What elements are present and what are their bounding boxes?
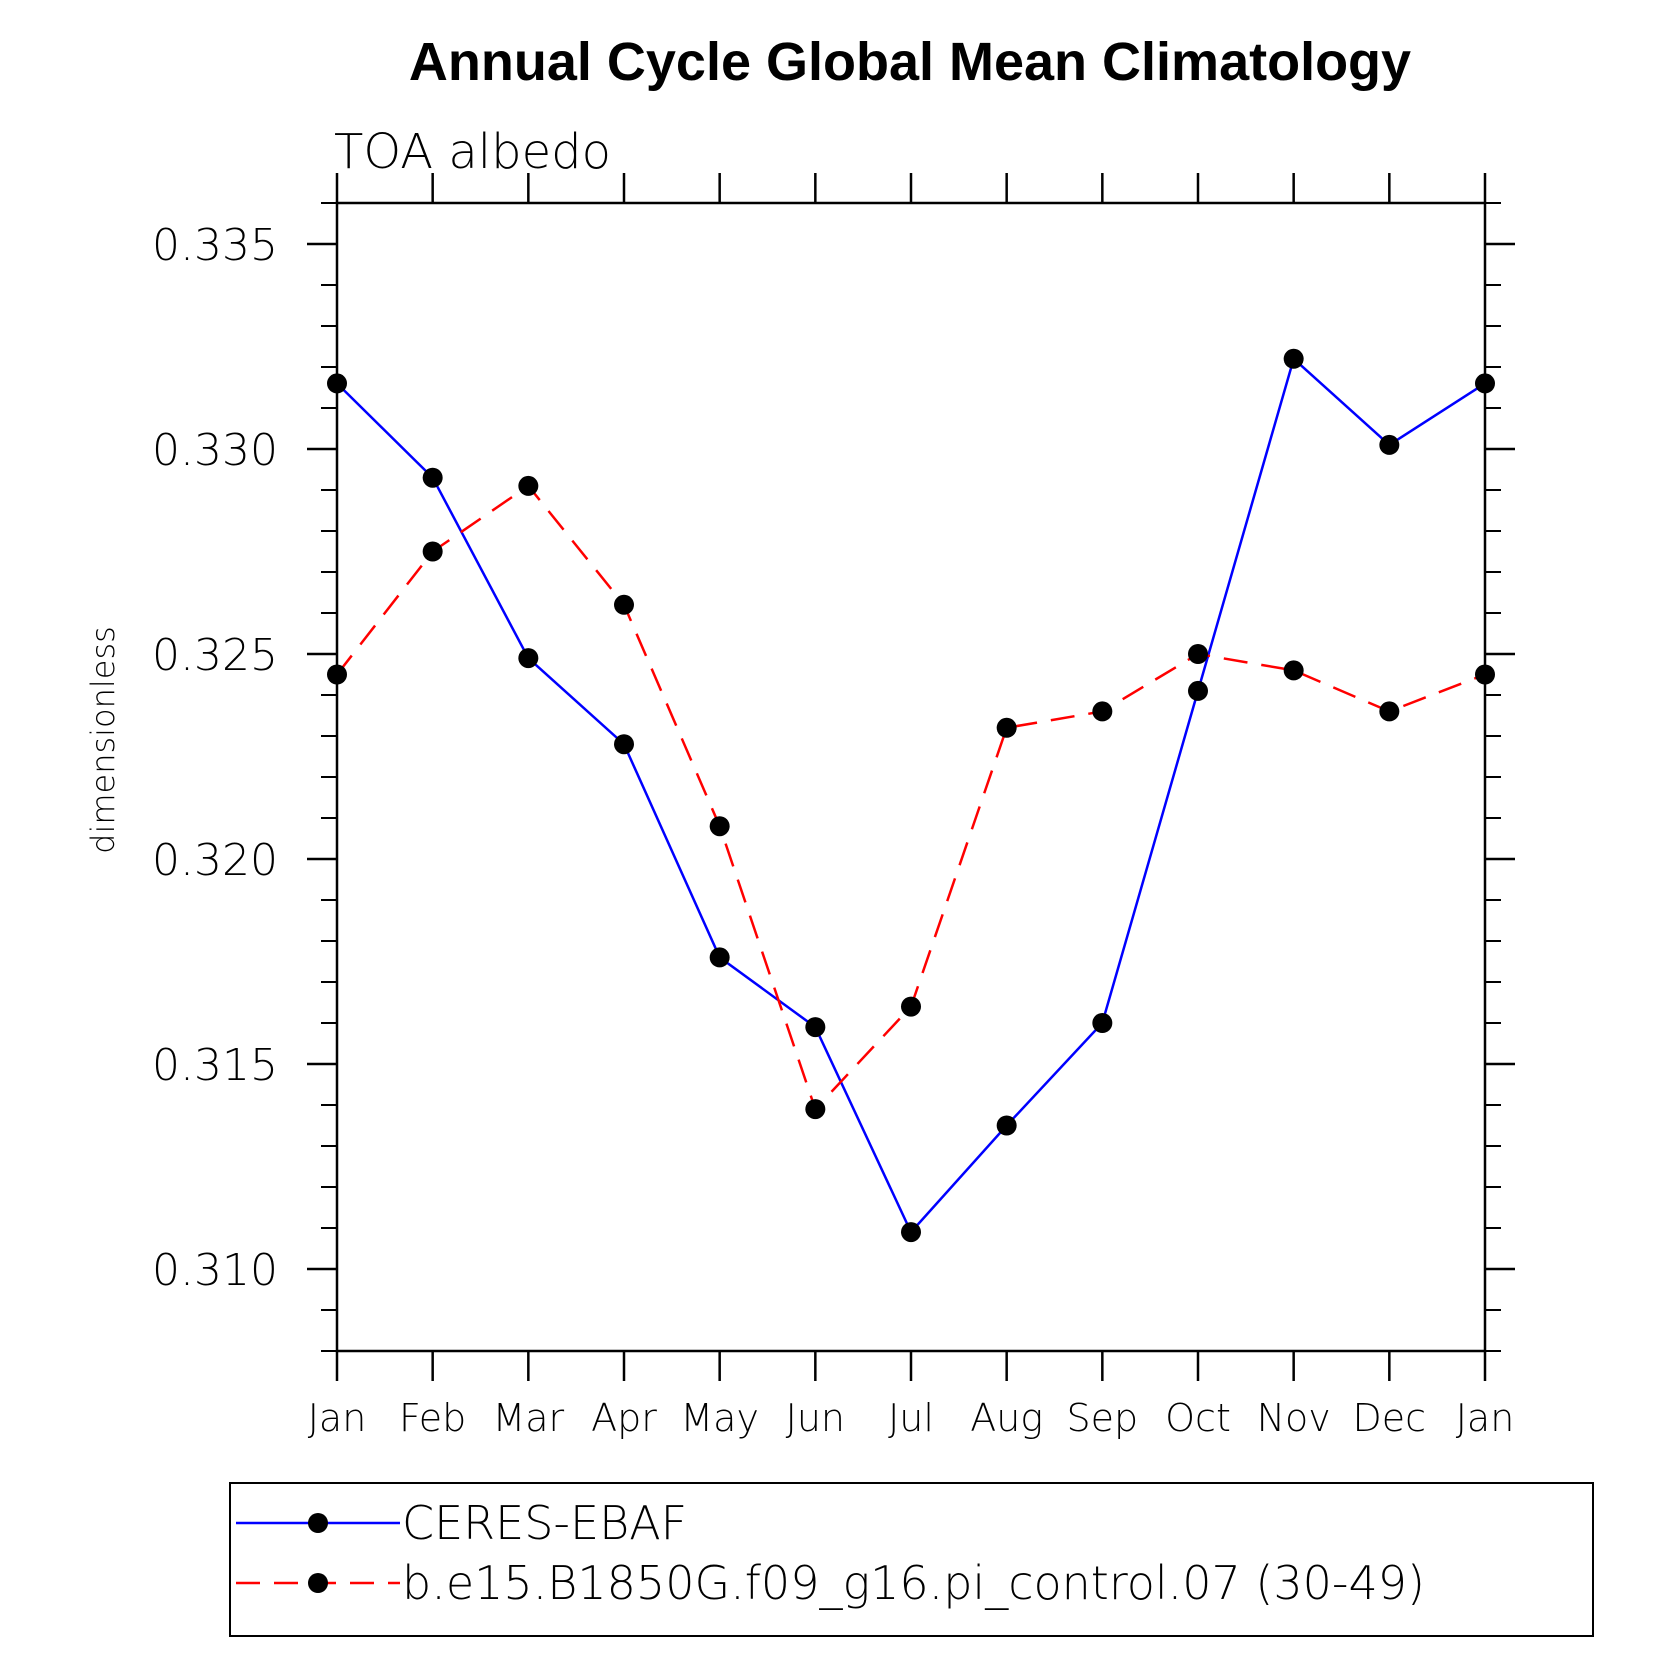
x-tick-label: Sep xyxy=(1067,1396,1139,1440)
data-point-ceres-ebaf xyxy=(1092,1013,1113,1033)
series-line-ceres-ebaf xyxy=(336,356,1486,1235)
data-point-ceres-ebaf xyxy=(327,373,347,394)
series-layer xyxy=(327,348,1495,1243)
data-point-model xyxy=(1283,660,1304,681)
x-tick-label: Mar xyxy=(492,1396,564,1440)
data-point-model xyxy=(1188,644,1208,664)
data-point-ceres-ebaf xyxy=(901,1222,921,1243)
chart-subtitle: TOA albedo xyxy=(334,124,611,180)
x-tick-labels: Jan Feb Mar Apr May Jun Jul Aug Sep Oct Nov Dec Jan xyxy=(308,1396,1515,1440)
legend-label-ceres-ebaf: CERES-EBAF xyxy=(402,1496,687,1550)
y-axis-label: dimensionless xyxy=(84,626,122,854)
y-tick-labels: 0.310 0.315 0.320 0.325 0.330 0.335 xyxy=(152,220,278,1296)
data-point-model xyxy=(422,541,443,562)
data-point-model xyxy=(805,1099,826,1120)
x-tick-label: Jan xyxy=(308,1396,367,1440)
data-point-model xyxy=(614,594,634,615)
data-point-model xyxy=(901,996,921,1017)
legend-marker-ceres-ebaf xyxy=(308,1513,328,1533)
y-tick-label: 0.310 xyxy=(152,1245,278,1296)
x-tick-label: Oct xyxy=(1165,1396,1231,1440)
legend-box xyxy=(229,1482,1594,1637)
y-tick-label: 0.325 xyxy=(152,630,278,681)
major-ticks xyxy=(307,173,1515,1381)
data-point-ceres-ebaf xyxy=(1283,348,1304,369)
x-tick-label: Feb xyxy=(399,1396,466,1440)
y-tick-label: 0.335 xyxy=(152,220,278,271)
minor-ticks xyxy=(321,202,1501,1352)
x-tick-label: Nov xyxy=(1257,1396,1331,1440)
legend: CERES-EBAF b.e15.B1850G.f09_g16.pi_contro… xyxy=(229,1482,1594,1637)
y-tick-label: 0.320 xyxy=(152,835,278,886)
data-point-ceres-ebaf xyxy=(1188,680,1208,701)
y-tick-label: 0.315 xyxy=(152,1040,278,1091)
data-point-model xyxy=(709,816,730,837)
data-point-ceres-ebaf xyxy=(805,1017,826,1038)
data-point-ceres-ebaf xyxy=(996,1115,1017,1136)
data-point-ceres-ebaf xyxy=(614,734,634,755)
data-point-ceres-ebaf xyxy=(1475,373,1495,394)
data-point-model xyxy=(327,664,347,685)
data-point-model xyxy=(996,717,1017,738)
x-tick-label: Jul xyxy=(888,1396,934,1440)
data-point-ceres-ebaf xyxy=(709,947,730,968)
legend-marker-model xyxy=(308,1573,328,1593)
data-point-model xyxy=(1379,701,1400,722)
x-tick-label: Jun xyxy=(786,1396,845,1440)
data-point-ceres-ebaf xyxy=(1379,434,1400,455)
x-tick-label: Aug xyxy=(970,1396,1043,1440)
y-tick-label: 0.330 xyxy=(152,425,278,476)
data-point-ceres-ebaf xyxy=(518,648,539,669)
x-tick-label: Jan xyxy=(1456,1396,1515,1440)
data-point-ceres-ebaf xyxy=(422,467,443,488)
chart-title: Annual Cycle Global Mean Climatology xyxy=(409,32,1411,92)
plot-frame xyxy=(335,201,1487,1353)
x-tick-label: May xyxy=(680,1396,759,1440)
data-point-model xyxy=(1092,701,1113,722)
x-tick-label: Apr xyxy=(591,1396,657,1440)
data-point-model xyxy=(518,475,539,496)
x-tick-label: Dec xyxy=(1353,1396,1427,1440)
data-point-model xyxy=(1475,664,1495,685)
legend-label-model: b.e15.B1850G.f09_g16.pi_control.07 (30-4… xyxy=(402,1556,1425,1610)
